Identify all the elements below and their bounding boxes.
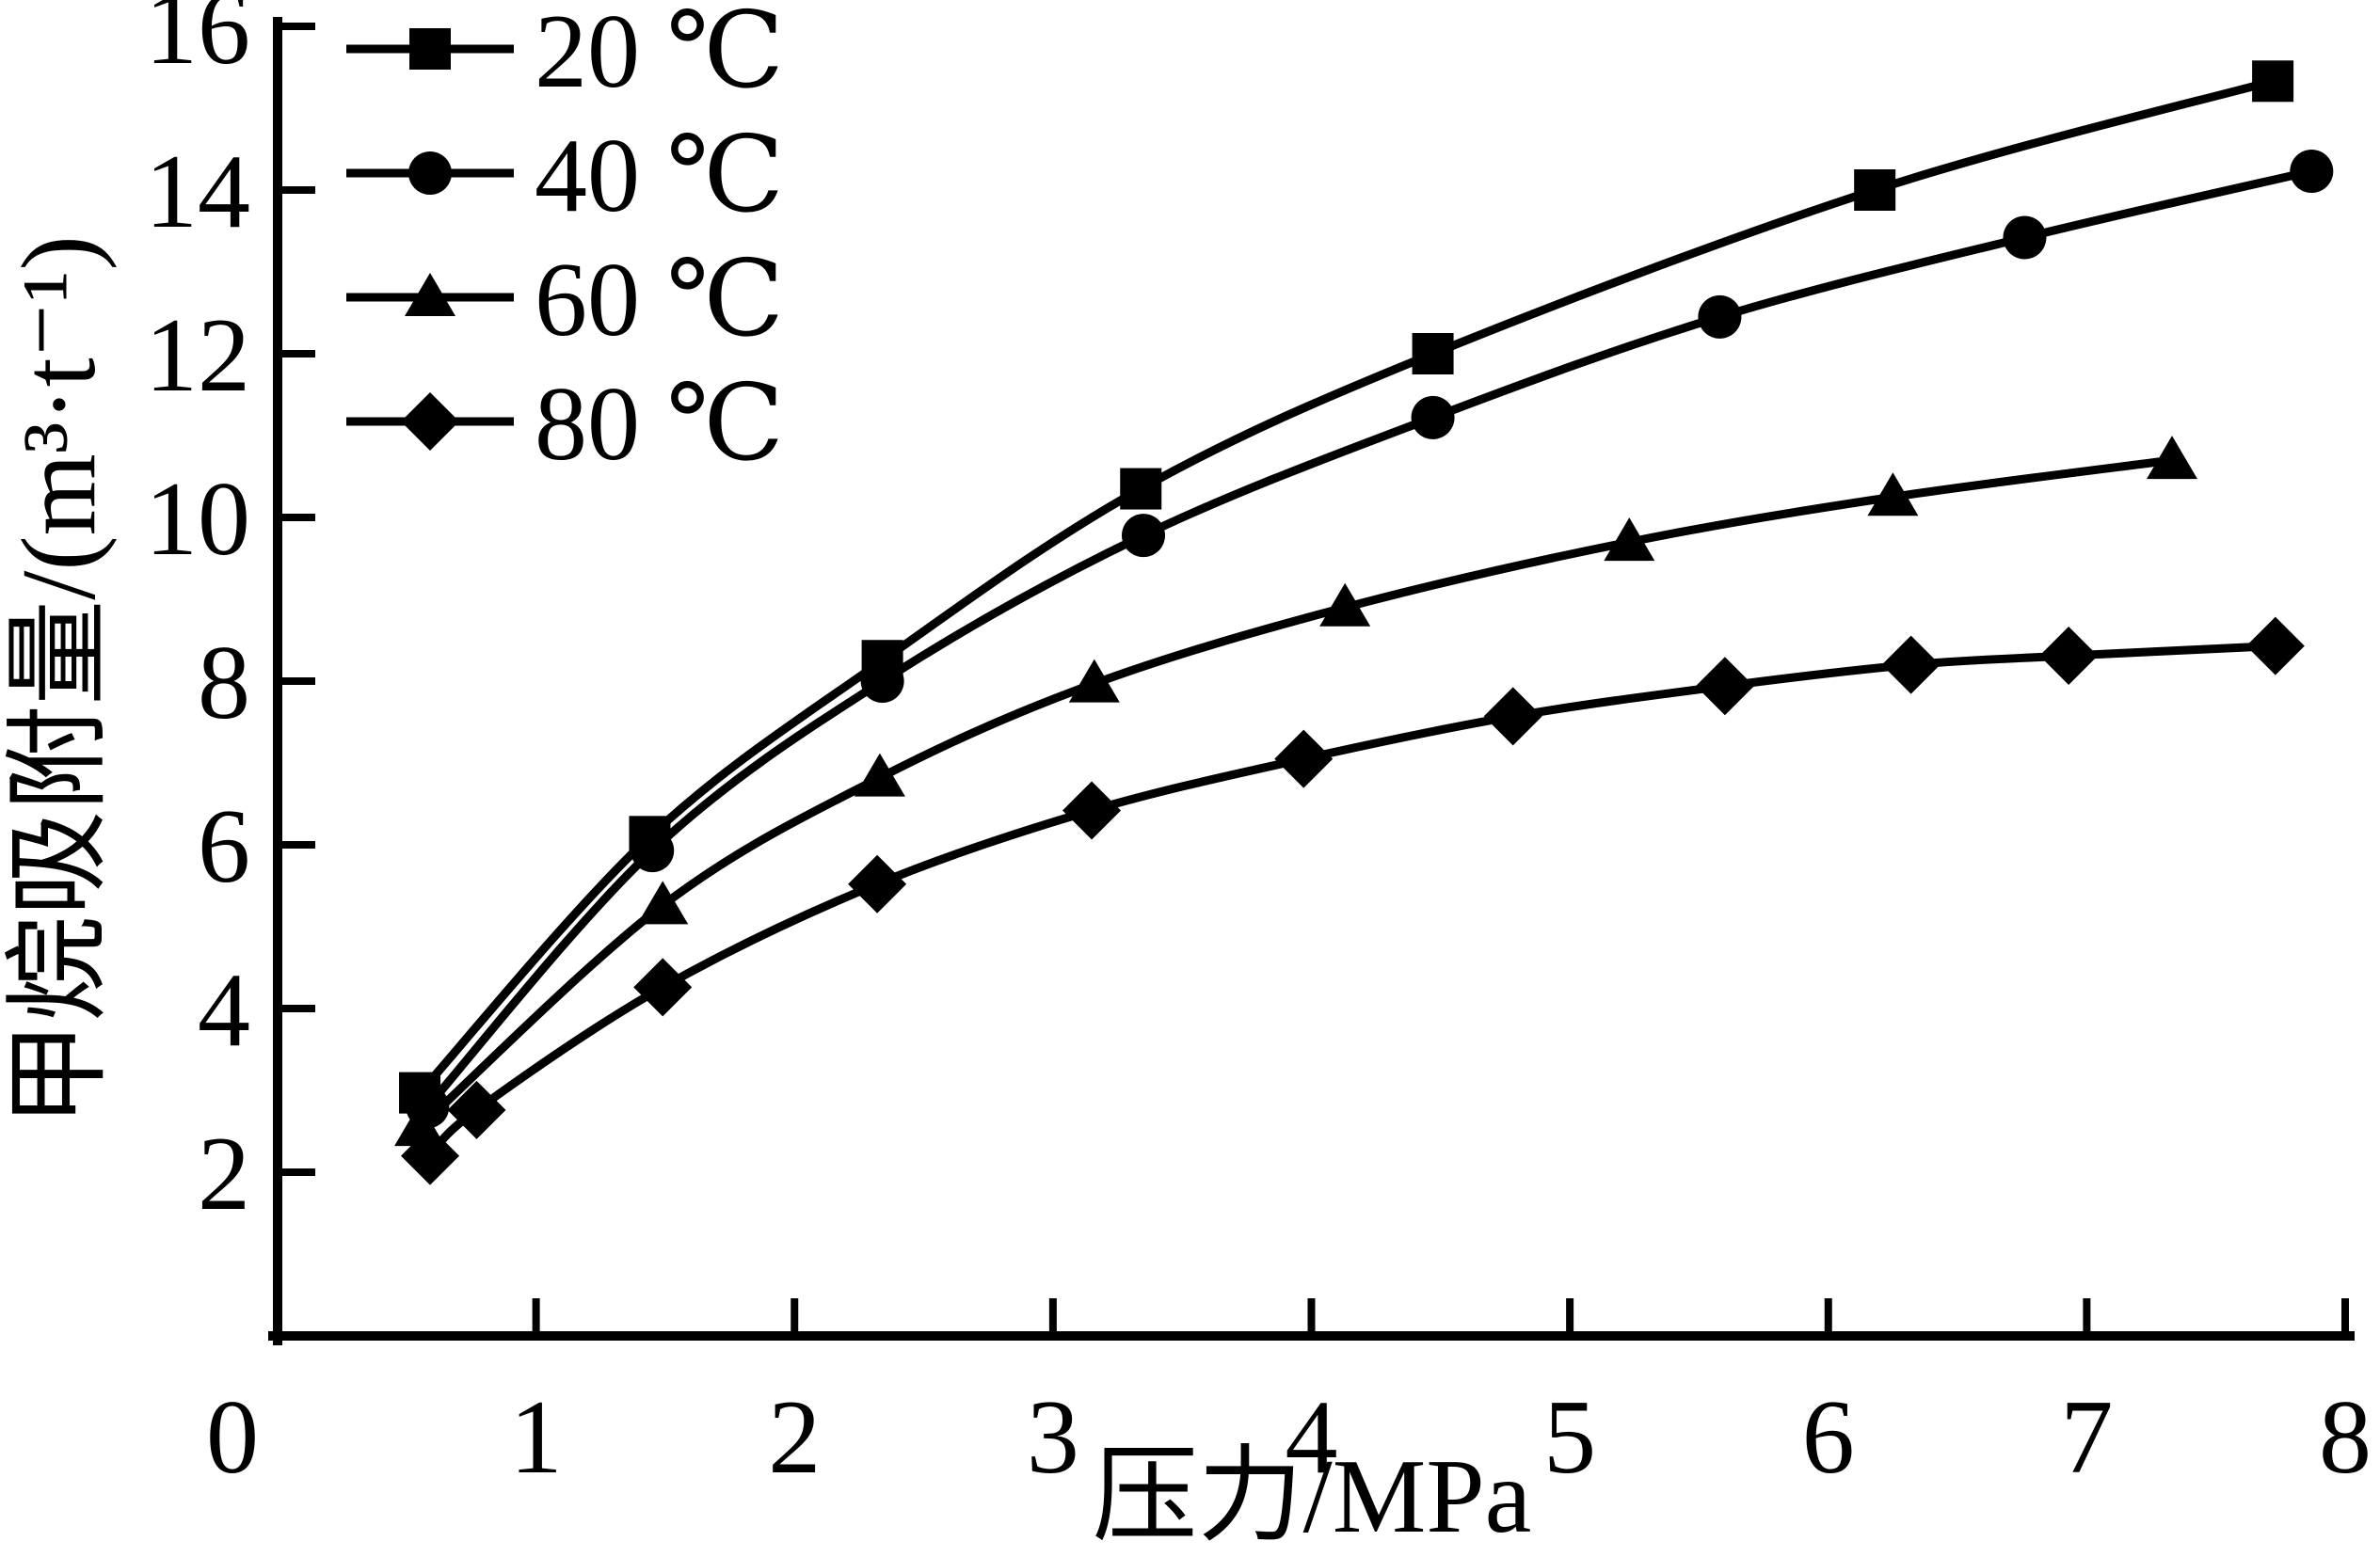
legend-label: 60 ℃ — [535, 242, 784, 358]
diamond-marker — [1881, 635, 1941, 694]
circle-marker — [631, 829, 675, 873]
diamond-marker — [1062, 781, 1122, 840]
series-curves — [394, 60, 2334, 1185]
series-line — [426, 642, 2276, 1159]
x-tick-label: 2 — [768, 1379, 821, 1496]
diamond-marker — [447, 1080, 506, 1139]
legend-item: 40 ℃ — [346, 118, 784, 234]
legend-item: 80 ℃ — [346, 366, 784, 483]
triangle-marker — [854, 753, 905, 797]
y-tick-label: 6 — [198, 788, 250, 905]
triangle-marker — [2147, 436, 2198, 480]
legend: 20 ℃40 ℃60 ℃80 ℃ — [346, 0, 784, 483]
triangle-marker — [1319, 582, 1371, 627]
x-tick-label: 0 — [206, 1379, 259, 1496]
legend-label: 20 ℃ — [535, 0, 784, 110]
triangle-marker — [1068, 659, 1120, 703]
diamond-marker — [2039, 627, 2099, 686]
triangle-marker — [637, 881, 689, 925]
x-tick-label: 4 — [1286, 1379, 1338, 1496]
x-tick-label: 6 — [1802, 1379, 1855, 1496]
legend-item: 20 ℃ — [346, 0, 784, 110]
diamond-marker — [1483, 687, 1542, 746]
series-line — [417, 455, 2173, 1131]
x-axis-title: 压力/MPa — [1093, 1438, 1532, 1555]
legend-circle-marker — [408, 151, 452, 195]
x-tick-label: 5 — [1543, 1379, 1596, 1496]
diamond-marker — [2245, 616, 2305, 675]
legend-item: 60 ℃ — [346, 242, 784, 358]
y-tick-label: 4 — [198, 952, 250, 1069]
square-marker — [1854, 169, 1896, 211]
legend-triangle-marker — [405, 273, 455, 316]
y-tick-label: 12 — [145, 297, 250, 414]
series-60℃ — [394, 436, 2198, 1147]
x-tick-label: 3 — [1027, 1379, 1079, 1496]
x-tick-label: 7 — [2060, 1379, 2113, 1496]
y-tick-label: 10 — [145, 461, 250, 578]
x-tick-label: 8 — [2319, 1379, 2372, 1496]
x-tick-label: 1 — [510, 1379, 563, 1496]
y-tick-label: 2 — [198, 1116, 250, 1232]
y-tick-label: 14 — [145, 134, 250, 250]
circle-marker — [1698, 294, 1742, 339]
circle-marker — [2003, 215, 2047, 260]
legend-label: 40 ℃ — [535, 118, 784, 234]
y-tick-label: 8 — [198, 625, 250, 741]
square-marker — [1120, 468, 1162, 510]
diamond-marker — [633, 958, 693, 1017]
square-marker — [2252, 60, 2294, 103]
legend-label: 80 ℃ — [535, 366, 784, 483]
legend-diamond-marker — [401, 392, 459, 451]
circle-marker — [1411, 395, 1455, 439]
diamond-marker — [1695, 657, 1754, 716]
triangle-marker — [1604, 517, 1655, 562]
circle-marker — [2290, 149, 2334, 193]
diamond-marker — [401, 1126, 460, 1185]
diamond-marker — [848, 854, 907, 914]
square-marker — [1412, 333, 1454, 374]
y-axis-title: 甲烷吸附量/(m³·t⁻¹) — [1, 235, 118, 1127]
series-40℃ — [406, 149, 2334, 1129]
circle-marker — [1121, 514, 1165, 558]
diamond-marker — [1274, 729, 1334, 788]
series-80℃ — [401, 616, 2305, 1185]
legend-square-marker — [409, 28, 451, 70]
y-tick-label: 16 — [145, 0, 250, 87]
circle-marker — [860, 659, 904, 703]
triangle-marker — [1867, 472, 1919, 516]
